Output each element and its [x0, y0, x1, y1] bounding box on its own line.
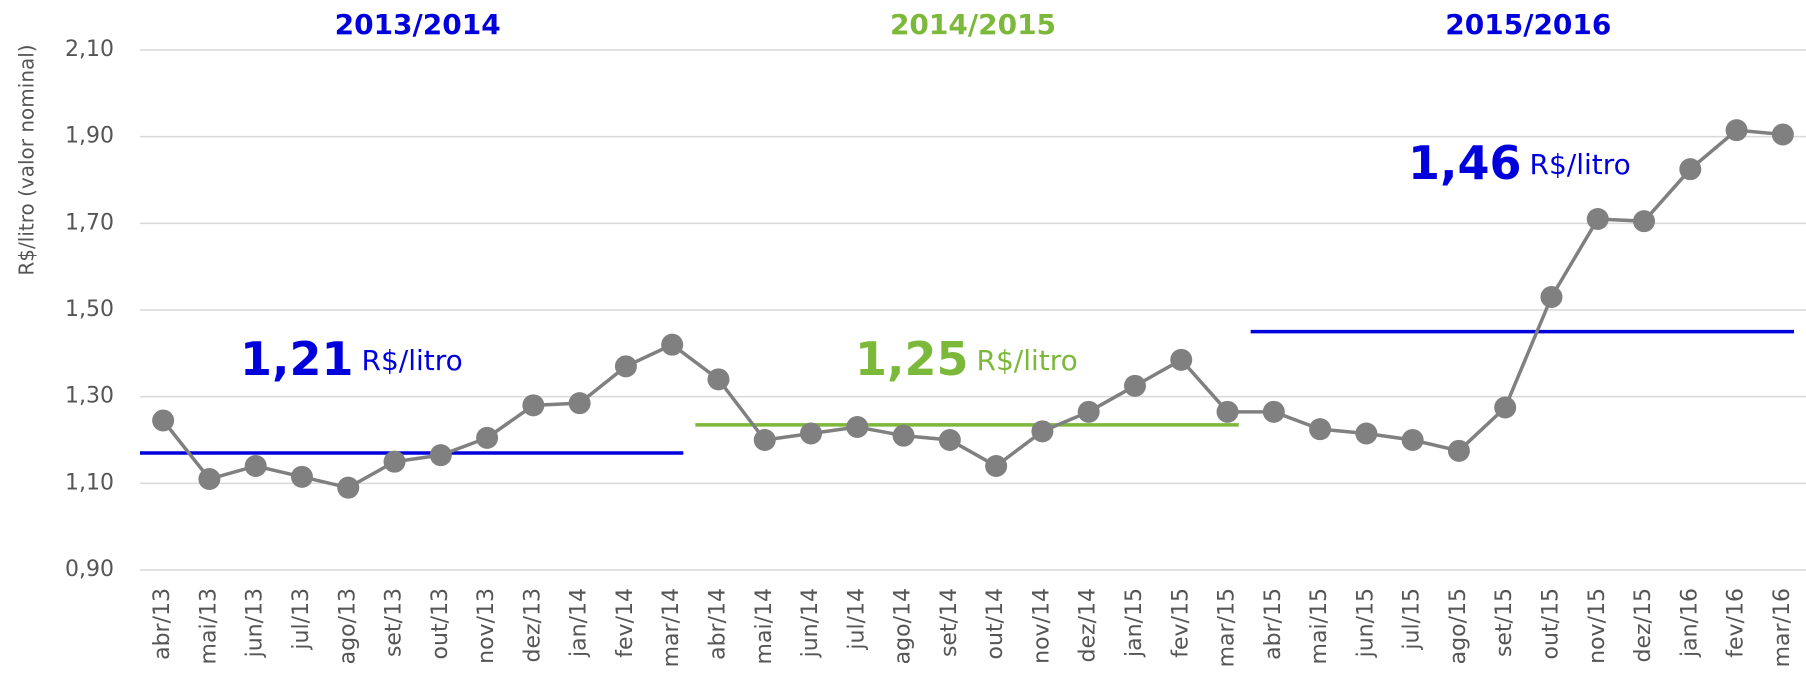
average-annotation: 1,21 R$/litro [240, 332, 463, 386]
x-tick-label: nov/15 [1585, 588, 1610, 664]
season-title: 2014/2015 [890, 8, 1056, 41]
x-tick-label: out/14 [983, 588, 1008, 659]
x-tick-label: out/13 [428, 588, 453, 659]
point [476, 426, 499, 449]
x-tick-label: mai/15 [1307, 588, 1332, 664]
point [661, 333, 684, 356]
point [568, 392, 591, 415]
point [1216, 400, 1239, 423]
x-tick-label: jan/15 [1122, 588, 1147, 658]
x-tick-label: fev/14 [613, 588, 638, 658]
y-tick-label: 2,10 [65, 37, 114, 62]
x-tick-label: fev/16 [1724, 588, 1749, 658]
x-tick-label: dez/15 [1631, 588, 1656, 662]
x-tick-label: dez/14 [1076, 588, 1101, 662]
x-tick-label: abr/13 [150, 588, 175, 660]
x-tick-label: jul/14 [844, 588, 869, 651]
x-tick-label: mai/14 [752, 588, 777, 664]
x-tick-label: jun/15 [1353, 588, 1378, 658]
x-tick-label: abr/14 [705, 588, 730, 660]
point [1309, 418, 1332, 441]
point [1771, 123, 1794, 146]
x-tick-label: mar/14 [659, 588, 684, 667]
x-tick-label: nov/13 [474, 588, 499, 664]
x-tick-label: set/15 [1492, 588, 1517, 657]
point [1355, 422, 1378, 445]
y-tick-label: 1,70 [65, 210, 114, 235]
x-tick-label: dez/13 [520, 588, 545, 662]
point [337, 476, 360, 499]
x-tick-label: mar/15 [1215, 588, 1240, 667]
x-tick-label: ago/14 [891, 588, 916, 664]
point [800, 422, 823, 445]
x-tick-label: set/14 [937, 588, 962, 657]
point [383, 450, 406, 473]
average-annotation: 1,46 R$/litro [1408, 136, 1631, 190]
x-tick-label: fev/15 [1168, 588, 1193, 658]
x-tick-label: jul/15 [1400, 588, 1425, 651]
x-tick-label: ago/15 [1446, 588, 1471, 664]
series-line [161, 128, 1784, 490]
point [1586, 208, 1609, 230]
x-tick-label: jan/14 [567, 588, 592, 658]
point [522, 394, 545, 417]
y-tick-label: 1,30 [65, 384, 114, 409]
y-tick-label: 1,90 [65, 124, 114, 149]
point [1170, 348, 1193, 371]
season-title: 2013/2014 [335, 8, 501, 41]
x-tick-label: ago/13 [335, 588, 360, 664]
average-unit: R$/litro [1530, 148, 1631, 181]
average-unit: R$/litro [362, 344, 463, 377]
point [753, 429, 776, 451]
point [1077, 400, 1100, 423]
point [1262, 400, 1285, 423]
point [707, 368, 730, 391]
point [1401, 429, 1424, 451]
point [614, 355, 637, 378]
x-tick-label: jun/13 [243, 588, 268, 658]
x-tick-label: jul/13 [289, 588, 314, 651]
point [198, 468, 221, 490]
average-number: 1,21 [240, 332, 354, 386]
point [1494, 396, 1517, 419]
point [846, 416, 869, 438]
average-annotation: 1,25 R$/litro [855, 332, 1078, 386]
average-number: 1,25 [855, 332, 969, 386]
point [290, 465, 313, 488]
point [244, 455, 267, 477]
x-tick-label: set/13 [382, 588, 407, 657]
point [938, 429, 961, 451]
average-unit: R$/litro [977, 344, 1078, 377]
point [1679, 158, 1702, 181]
y-tick-label: 1,10 [65, 470, 114, 495]
point [1031, 420, 1054, 443]
y-tick-label: 0,90 [65, 557, 114, 582]
x-tick-label: mai/13 [196, 588, 221, 664]
x-tick-label: abr/15 [1261, 588, 1286, 660]
x-tick-label: mar/16 [1770, 588, 1795, 667]
point [1540, 286, 1563, 308]
point [1447, 439, 1470, 462]
y-axis-label: R$/litro (valor nominal) [15, 44, 39, 275]
x-tick-label: jan/16 [1677, 588, 1702, 658]
x-tick-label: nov/14 [1029, 588, 1054, 664]
point [1123, 374, 1146, 397]
x-tick-label: jun/14 [798, 588, 823, 658]
point [985, 455, 1008, 477]
x-tick-label: out/15 [1538, 588, 1563, 659]
point [1725, 119, 1748, 142]
point [1633, 210, 1656, 233]
season-title: 2015/2016 [1445, 8, 1611, 41]
point [892, 424, 915, 447]
average-number: 1,46 [1408, 136, 1522, 190]
point [429, 444, 452, 467]
point [152, 409, 175, 432]
y-tick-label: 1,50 [65, 297, 114, 322]
